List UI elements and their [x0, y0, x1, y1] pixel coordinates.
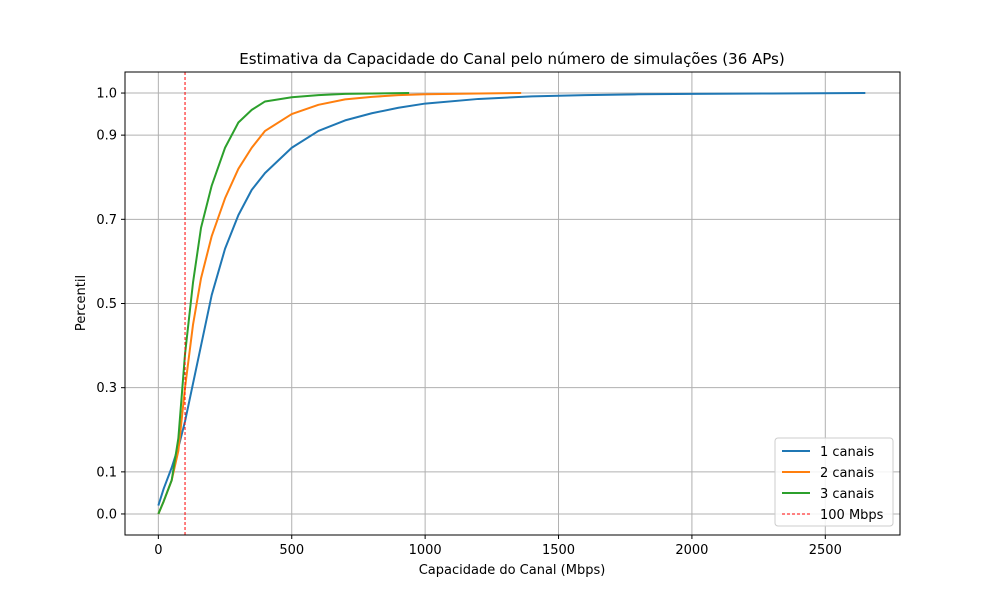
- y-tick-label: 0.3: [96, 381, 117, 396]
- series-line-1-canais: [157, 92, 866, 506]
- y-tick-label: 0.1: [96, 465, 117, 480]
- series-line-3-canais: [157, 92, 410, 515]
- y-tick-label: 1.0: [96, 87, 117, 102]
- grid-layer: [125, 72, 900, 535]
- x-axis-label: Capacidade do Canal (Mbps): [419, 563, 606, 578]
- legend-label-3-canais: 3 canais: [820, 487, 874, 502]
- legend-box: [774, 437, 894, 527]
- x-tick-label: 2500: [809, 543, 842, 558]
- x-tick-label: 500: [279, 543, 304, 558]
- x-tick-label: 1000: [409, 543, 442, 558]
- legend-label-100-mbps: 100 Mbps: [820, 508, 884, 523]
- tick-layer: 0 500 1000 1500 2000 2500 0.0 0.1 0.3 0.5 0.7 0.9 1.…: [96, 87, 842, 558]
- series-layer: [157, 72, 866, 535]
- legend-label-2-canais: 2 canais: [820, 466, 874, 481]
- legend-label-1-canais: 1 canais: [820, 445, 874, 460]
- y-tick-label: 0.9: [96, 129, 117, 144]
- y-tick-label: 0.7: [96, 213, 117, 228]
- x-tick-label: 2000: [675, 543, 708, 558]
- series-line-2-canais: [157, 92, 522, 515]
- y-axis-label: Percentil: [74, 275, 89, 331]
- legend: 1 canais 2 canais 3 canais 100 Mbps: [774, 437, 894, 527]
- chart-title: Estimativa da Capacidade do Canal pelo n…: [239, 50, 784, 68]
- y-tick-label: 0.5: [96, 297, 117, 312]
- y-tick-label: 0.0: [96, 507, 117, 522]
- x-tick-label: 1500: [542, 543, 575, 558]
- x-tick-label: 0: [154, 543, 162, 558]
